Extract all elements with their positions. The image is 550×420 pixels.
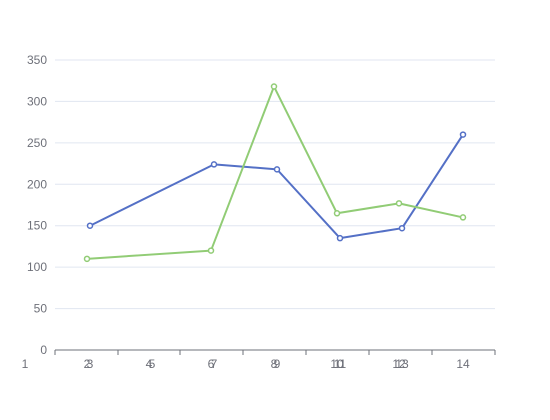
x-tick-label: 1	[22, 357, 29, 371]
data-point[interactable]	[336, 234, 344, 242]
data-point[interactable]	[395, 200, 403, 207]
y-tick-labels: 0 50 100 150 200 250 300 350	[27, 53, 47, 357]
y-tick-label: 50	[34, 302, 48, 316]
data-point[interactable]	[83, 255, 91, 263]
data-point[interactable]	[270, 83, 278, 90]
data-point[interactable]	[207, 247, 215, 254]
x-tick-label: 3	[87, 357, 94, 371]
y-tick-label: 250	[27, 136, 47, 150]
data-point[interactable]	[459, 214, 467, 221]
x-tick-label: 4	[146, 357, 153, 371]
x-tick-label: 6	[208, 357, 215, 371]
x-tick-label: 9	[274, 357, 281, 371]
x-tick-label: 12	[392, 357, 406, 371]
series-layer	[83, 83, 467, 263]
data-point[interactable]	[273, 166, 281, 173]
y-tick-label: 100	[27, 260, 47, 274]
x-tick-label: 5	[149, 357, 156, 371]
x-tick-label: 11	[334, 357, 347, 371]
x-tick-label: 8	[271, 357, 278, 371]
series-line-2	[86, 85, 464, 260]
x-tick-label: 14	[456, 357, 470, 371]
data-point[interactable]	[398, 224, 406, 232]
series-line-1	[89, 134, 464, 240]
x-tick-label: 13	[395, 357, 409, 371]
x-tick-label: 7	[211, 357, 218, 371]
y-tick-label: 150	[27, 219, 47, 233]
data-point[interactable]	[459, 131, 467, 138]
data-point[interactable]	[210, 161, 218, 168]
y-tick-label: 0	[40, 343, 47, 357]
x-tick-label: 10	[330, 357, 344, 371]
y-tick-label: 200	[27, 177, 47, 191]
y-tick-label: 300	[27, 94, 47, 108]
data-point[interactable]	[333, 210, 341, 217]
data-point[interactable]	[86, 222, 94, 229]
y-tick-label: 350	[27, 53, 47, 67]
axis-layer	[54, 349, 496, 355]
x-tick-label: 2	[84, 357, 91, 371]
grid-layer	[55, 59, 495, 310]
